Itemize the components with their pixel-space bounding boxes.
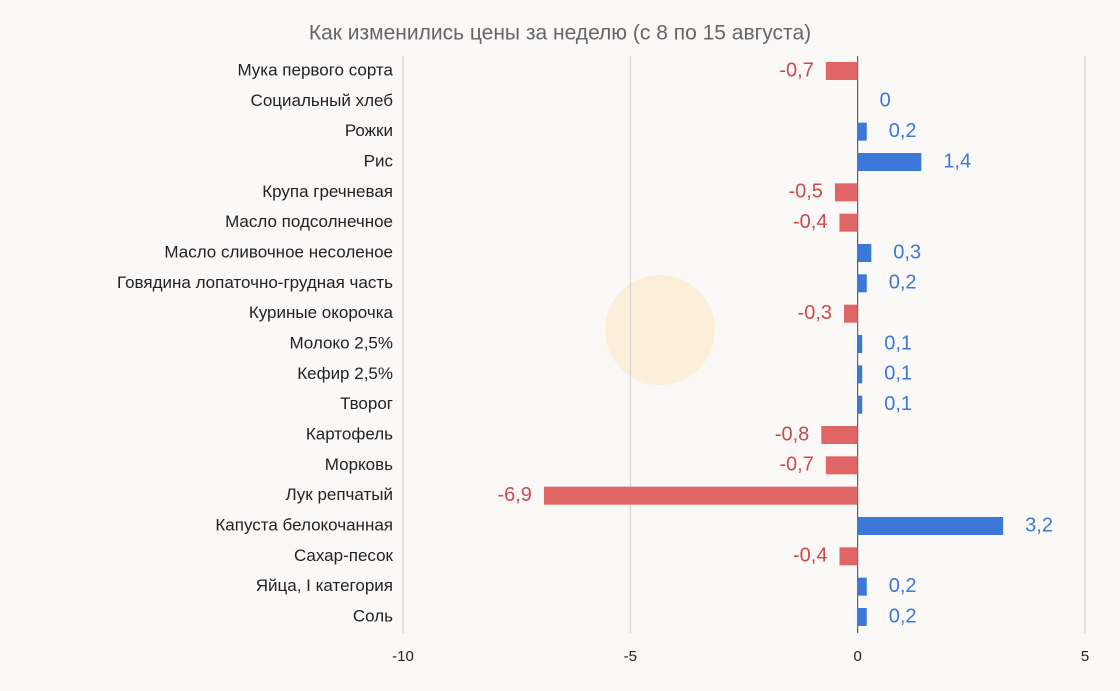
- bar: [839, 547, 858, 566]
- value-label: 3,2: [1025, 514, 1053, 536]
- grid: -10 -5 0 5: [392, 56, 1089, 665]
- value-label: 0,2: [889, 575, 917, 597]
- value-label: 0,3: [893, 241, 921, 263]
- x-tick-label: -10: [392, 648, 414, 665]
- plot: Мука первого сорта -0,7 Социальный хлеб 0 Ро…: [117, 59, 1053, 627]
- category-label: Лук репчатый: [285, 485, 393, 504]
- category-label: Куриные окорочка: [249, 303, 394, 322]
- category-label: Яйца, I категория: [256, 576, 393, 595]
- value-label: -0,4: [793, 211, 827, 233]
- value-label: 0,2: [889, 272, 917, 294]
- category-label: Социальный хлеб: [251, 91, 394, 110]
- bar: [857, 244, 872, 262]
- x-tick-label: -5: [624, 648, 637, 665]
- value-label: -0,5: [788, 181, 822, 203]
- value-label: 0,2: [889, 120, 917, 142]
- category-label: Мука первого сорта: [237, 60, 393, 79]
- value-label: -0,7: [779, 59, 813, 81]
- value-label: 0,2: [889, 605, 917, 627]
- bar: [834, 183, 858, 202]
- category-label: Сахар-песок: [294, 546, 394, 565]
- bar: [857, 395, 863, 414]
- bar: [857, 577, 867, 596]
- value-label: 0,1: [884, 332, 912, 354]
- bar: [825, 62, 858, 80]
- value-label: -6,9: [497, 484, 531, 506]
- category-label: Рис: [364, 151, 394, 170]
- chart-title: Как изменились цены за неделю (с 8 по 15…: [309, 22, 811, 45]
- bar: [857, 274, 867, 293]
- category-label: Творог: [340, 394, 393, 413]
- bar: [857, 122, 867, 141]
- bar: [825, 456, 858, 475]
- bar: [857, 608, 867, 626]
- category-label: Капуста белокочанная: [215, 515, 393, 534]
- x-tick-label: 0: [853, 648, 861, 665]
- category-label: Рожки: [345, 121, 393, 140]
- value-label: -0,8: [775, 423, 809, 445]
- category-label: Кефир 2,5%: [297, 364, 393, 383]
- bar: [857, 517, 1004, 535]
- watermark-sun: [605, 275, 715, 385]
- category-label: Молоко 2,5%: [289, 333, 393, 352]
- bar: [857, 153, 922, 171]
- x-tick-label: 5: [1081, 648, 1089, 665]
- value-label: 1,4: [943, 150, 971, 172]
- bar: [844, 304, 858, 323]
- value-label: 0: [880, 90, 891, 112]
- category-label: Масло подсолнечное: [225, 212, 393, 231]
- bar: [857, 365, 863, 384]
- value-label: -0,3: [798, 302, 832, 324]
- bar: [839, 213, 858, 232]
- category-label: Масло сливочное несоленое: [164, 242, 393, 261]
- category-label: Морковь: [325, 455, 393, 474]
- bar: [543, 486, 858, 505]
- value-label: -0,7: [779, 454, 813, 476]
- category-label: Соль: [353, 606, 393, 625]
- value-label: 0,1: [884, 363, 912, 385]
- category-label: Картофель: [306, 424, 393, 443]
- bar: [857, 335, 863, 353]
- value-label: 0,1: [884, 393, 912, 415]
- category-label: Крупа гречневая: [262, 182, 393, 201]
- value-label: -0,4: [793, 545, 827, 567]
- bar: [821, 426, 858, 444]
- category-label: Говядина лопаточно-грудная часть: [117, 273, 393, 292]
